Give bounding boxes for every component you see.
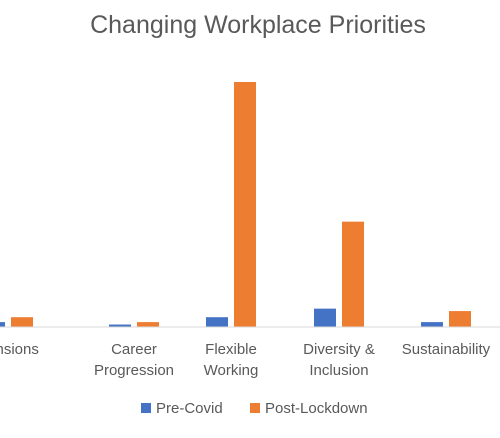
bar-pre-covid-3 bbox=[314, 308, 336, 327]
category-label: Inclusion bbox=[309, 362, 368, 379]
category-labels: Pensions Career Progression Flexible Working… bbox=[0, 341, 491, 379]
category-label: Diversity & bbox=[303, 341, 375, 358]
bar-post-lockdown-3 bbox=[342, 221, 364, 327]
category-label: Career bbox=[111, 341, 157, 358]
legend-label-post-lockdown: Post-Lockdown bbox=[265, 400, 368, 417]
category-label: Flexible bbox=[205, 341, 257, 358]
bar-pre-covid-4 bbox=[421, 322, 443, 327]
plot-area bbox=[0, 82, 471, 327]
legend: Pre-Covid Post-Lockdown bbox=[141, 400, 368, 417]
category-label: Sustainability bbox=[402, 341, 491, 358]
legend-swatch-pre-covid bbox=[141, 403, 151, 413]
bar-post-lockdown-0 bbox=[11, 317, 33, 327]
chart-title: Changing Workplace Priorities bbox=[90, 11, 426, 39]
category-label: Pensions bbox=[0, 341, 39, 358]
bar-pre-covid-2 bbox=[206, 317, 228, 327]
bar-post-lockdown-4 bbox=[449, 311, 471, 327]
bar-post-lockdown-1 bbox=[137, 322, 159, 327]
bar-pre-covid-1 bbox=[109, 324, 131, 327]
category-label: Working bbox=[204, 362, 259, 379]
bar-post-lockdown-2 bbox=[234, 82, 256, 327]
category-label: Progression bbox=[94, 362, 174, 379]
legend-swatch-post-lockdown bbox=[250, 403, 260, 413]
bar-pre-covid-0 bbox=[0, 322, 5, 327]
legend-label-pre-covid: Pre-Covid bbox=[156, 400, 223, 417]
